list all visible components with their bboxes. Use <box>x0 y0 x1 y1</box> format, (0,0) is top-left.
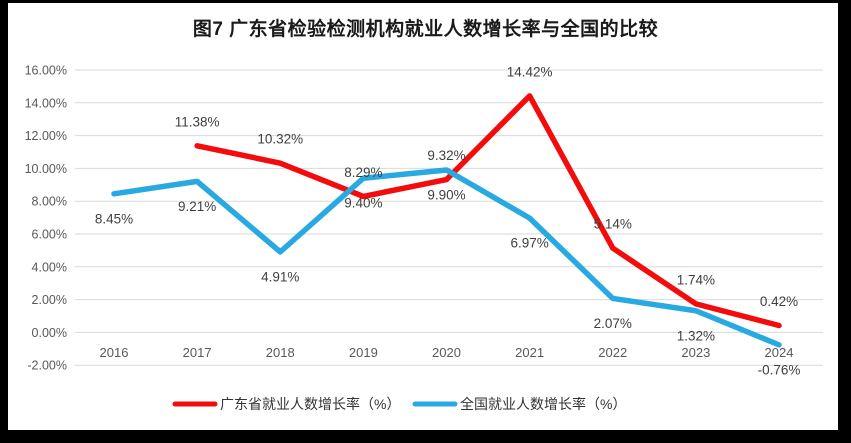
data-label: 0.42% <box>760 294 798 309</box>
legend-label-guangdong: 广东省就业人数增长率（%） <box>220 396 400 412</box>
y-axis-tick-label: 2.00% <box>32 293 67 307</box>
x-axis-label: 2024 <box>765 345 794 360</box>
data-label: 9.90% <box>427 188 465 203</box>
data-label: 10.32% <box>257 132 303 147</box>
data-label: 2.07% <box>594 316 632 331</box>
data-label: 14.42% <box>507 64 553 79</box>
x-axis-label: 2016 <box>100 345 129 360</box>
series-line-national <box>111 167 782 348</box>
data-label: 8.45% <box>95 211 133 226</box>
plot-area: 16.00% 14.00% 12.00% 10.00% 8.00% 6.00% 4.00% 2… <box>25 64 823 377</box>
legend-label-national: 全国就业人数增长率（%） <box>460 396 626 412</box>
y-axis-tick-label: 16.00% <box>25 64 67 78</box>
y-axis-tick-label: 12.00% <box>25 129 67 143</box>
data-label: 11.38% <box>175 114 220 129</box>
y-axis-tick-label: 0.00% <box>32 326 67 340</box>
y-axis-tick-label: 14.00% <box>25 96 67 110</box>
data-label: 1.32% <box>677 328 715 343</box>
data-label: -0.76% <box>758 362 801 377</box>
chart-background <box>8 3 838 430</box>
y-axis-tick-label: 6.00% <box>32 228 67 242</box>
y-axis-tick-label: 10.00% <box>25 162 67 176</box>
data-label: 9.32% <box>427 148 465 163</box>
x-axis-label: 2017 <box>183 345 212 360</box>
data-label: 1.74% <box>677 272 715 287</box>
y-axis-tick-label: -2.00% <box>27 359 67 373</box>
legend: 广东省就业人数增长率（%） 全国就业人数增长率（%） <box>172 396 626 412</box>
x-axis-label: 2019 <box>349 345 378 360</box>
data-label: 9.40% <box>344 196 382 211</box>
data-label: 9.21% <box>178 199 216 214</box>
data-label: 6.97% <box>510 236 548 251</box>
y-axis-tick-label: 4.00% <box>32 260 67 274</box>
y-axis-tick-label: 8.00% <box>32 195 67 209</box>
x-axis-label: 2018 <box>266 345 295 360</box>
chart-title: 图7 广东省检验检测机构就业人数增长率与全国的比较 <box>192 19 659 40</box>
data-label: 8.29% <box>344 165 382 180</box>
x-axis-label: 2020 <box>432 345 461 360</box>
x-axis-label: 2021 <box>515 345 544 360</box>
data-label: 5.14% <box>594 217 632 232</box>
series-line-guangdong <box>194 93 782 329</box>
x-axis-label: 2022 <box>598 345 627 360</box>
data-label: 4.91% <box>261 269 299 284</box>
x-axis-label: 2023 <box>681 345 710 360</box>
